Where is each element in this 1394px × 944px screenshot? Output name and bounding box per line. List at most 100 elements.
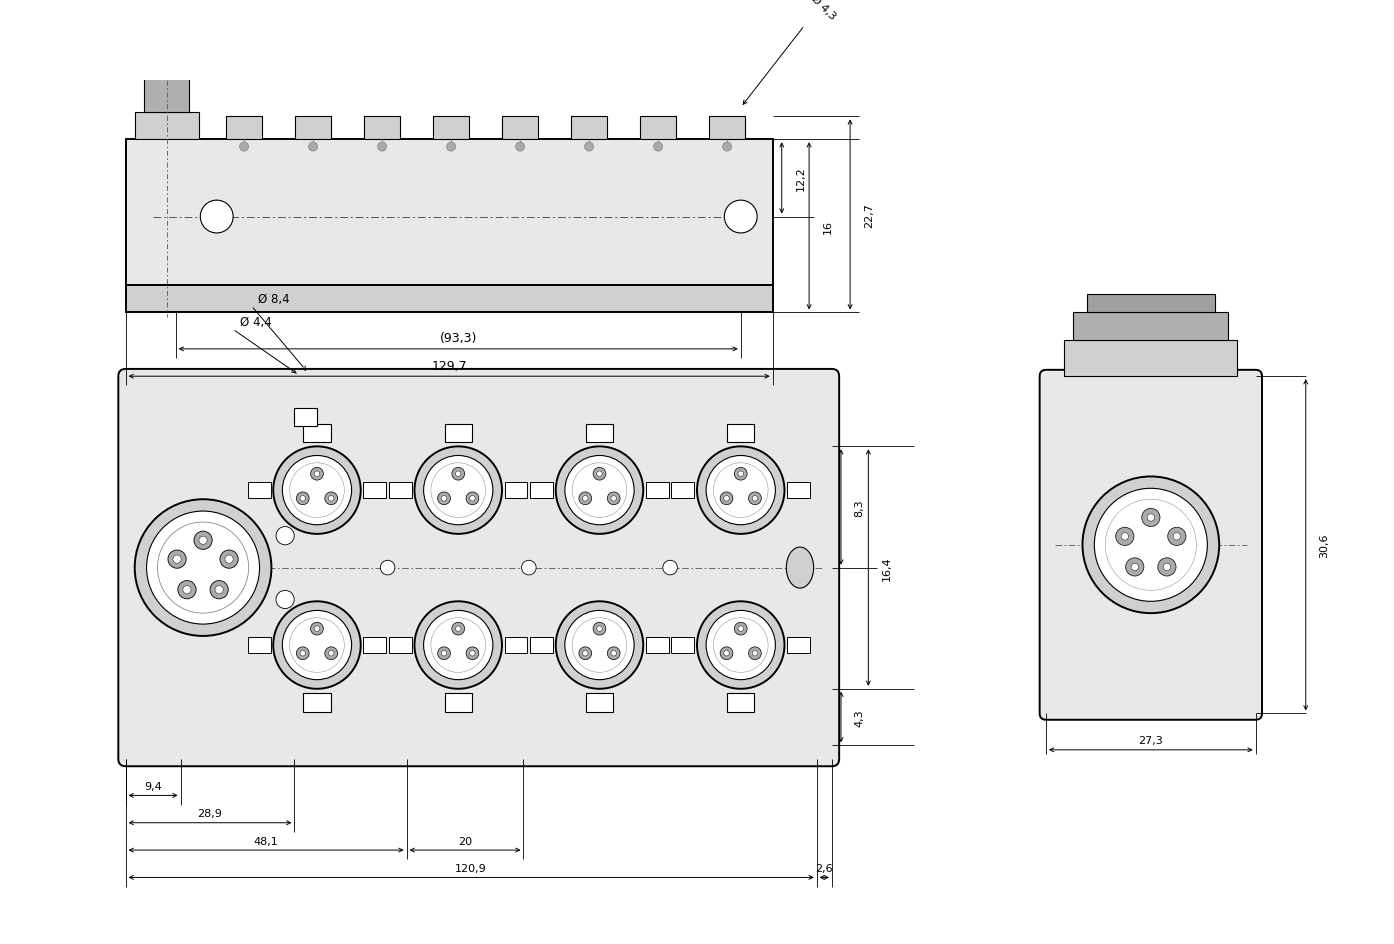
Circle shape	[579, 493, 591, 505]
Bar	[144, 76, 190, 112]
Circle shape	[158, 522, 248, 614]
Circle shape	[753, 650, 758, 656]
Circle shape	[1174, 533, 1181, 540]
Circle shape	[753, 496, 758, 501]
Circle shape	[737, 626, 743, 632]
Circle shape	[592, 468, 606, 480]
Bar	[296, 117, 332, 140]
Text: 9,4: 9,4	[144, 781, 162, 791]
Circle shape	[572, 464, 627, 518]
Circle shape	[220, 550, 238, 568]
FancyBboxPatch shape	[118, 369, 839, 767]
Circle shape	[300, 650, 305, 656]
Bar	[530, 482, 553, 498]
Text: 8,3: 8,3	[855, 498, 864, 516]
Bar	[445, 424, 473, 443]
Bar	[502, 117, 538, 140]
Circle shape	[556, 447, 643, 534]
Circle shape	[714, 618, 768, 673]
Circle shape	[283, 456, 351, 525]
Circle shape	[722, 143, 732, 152]
Bar	[364, 117, 400, 140]
Circle shape	[556, 601, 643, 689]
Circle shape	[414, 447, 502, 534]
Circle shape	[1142, 509, 1160, 527]
Circle shape	[381, 561, 395, 575]
Circle shape	[135, 499, 272, 636]
Bar	[672, 482, 694, 498]
Text: 48,1: 48,1	[254, 835, 279, 846]
Circle shape	[329, 650, 335, 656]
Circle shape	[1105, 499, 1196, 591]
Circle shape	[308, 143, 318, 152]
Bar	[148, 62, 185, 76]
Circle shape	[442, 650, 446, 656]
Circle shape	[199, 536, 208, 545]
Text: 12,2: 12,2	[796, 166, 806, 191]
Circle shape	[592, 623, 606, 635]
Circle shape	[240, 143, 248, 152]
Bar	[434, 117, 470, 140]
Circle shape	[1125, 558, 1144, 577]
Circle shape	[297, 648, 309, 660]
Circle shape	[611, 650, 616, 656]
Bar	[364, 482, 386, 498]
Circle shape	[167, 550, 187, 568]
Circle shape	[707, 456, 775, 525]
Bar	[585, 694, 613, 712]
Circle shape	[735, 468, 747, 480]
Bar	[294, 409, 316, 427]
Circle shape	[178, 581, 197, 599]
Text: 20: 20	[459, 835, 473, 846]
Bar	[389, 482, 411, 498]
Text: 30,6: 30,6	[1320, 533, 1330, 558]
Bar	[364, 637, 386, 653]
Circle shape	[1147, 514, 1154, 521]
Circle shape	[314, 626, 319, 632]
Bar	[645, 637, 669, 653]
Circle shape	[276, 591, 294, 609]
Circle shape	[749, 493, 761, 505]
Circle shape	[521, 561, 537, 575]
Text: 2,6: 2,6	[815, 863, 834, 873]
Bar	[389, 637, 411, 653]
Bar	[445, 694, 473, 712]
Circle shape	[1094, 489, 1207, 601]
Circle shape	[1168, 528, 1186, 546]
Text: 16,4: 16,4	[882, 556, 892, 581]
Circle shape	[446, 143, 456, 152]
Circle shape	[311, 623, 323, 635]
Bar	[248, 637, 270, 653]
Circle shape	[565, 611, 634, 680]
Circle shape	[707, 611, 775, 680]
Text: 28,9: 28,9	[198, 808, 223, 818]
Bar	[1064, 341, 1238, 377]
Circle shape	[662, 561, 677, 575]
Circle shape	[1121, 533, 1129, 540]
Bar	[585, 424, 613, 443]
Circle shape	[565, 456, 634, 525]
Circle shape	[283, 611, 351, 680]
Circle shape	[224, 555, 233, 564]
Circle shape	[597, 626, 602, 632]
Circle shape	[1115, 528, 1133, 546]
Text: 120,9: 120,9	[456, 863, 487, 873]
Bar	[788, 637, 810, 653]
Circle shape	[697, 447, 785, 534]
Circle shape	[297, 493, 309, 505]
Bar	[248, 482, 270, 498]
Circle shape	[572, 618, 627, 673]
Bar	[125, 140, 772, 286]
Circle shape	[721, 648, 733, 660]
Text: Ø 4,3: Ø 4,3	[809, 0, 838, 22]
Circle shape	[210, 581, 229, 599]
Circle shape	[290, 464, 344, 518]
Circle shape	[1158, 558, 1177, 577]
Bar	[530, 637, 553, 653]
Bar	[304, 424, 330, 443]
Circle shape	[723, 650, 729, 656]
Circle shape	[1163, 564, 1171, 571]
Circle shape	[442, 496, 446, 501]
Bar	[1087, 295, 1214, 313]
Circle shape	[608, 493, 620, 505]
